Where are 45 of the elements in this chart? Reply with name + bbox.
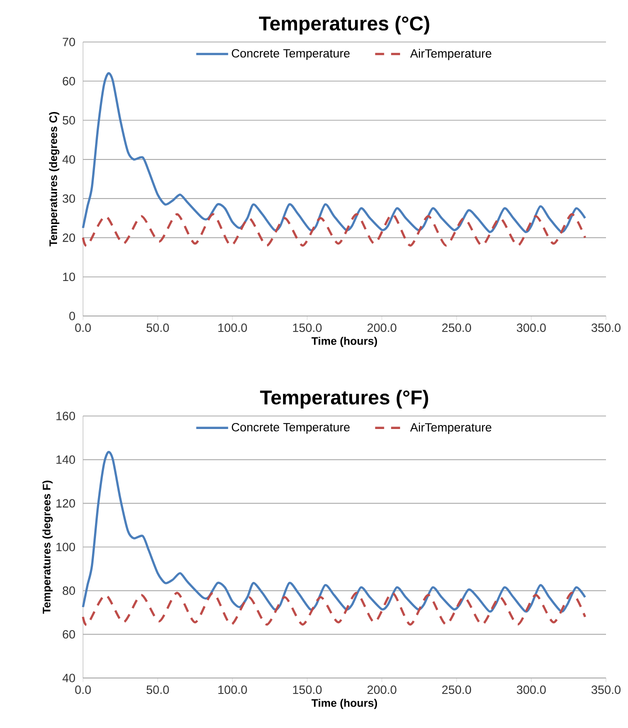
y-tick-label: 30 (62, 194, 76, 203)
x-tick-label: 150.0 (293, 686, 322, 694)
y-tick-label: 20 (62, 233, 76, 242)
y-tick-label: 80 (62, 586, 76, 595)
x-tick-label: 100.0 (218, 324, 247, 332)
legend-label: AirTemperature (410, 48, 492, 60)
x-tick-label: 0.0 (75, 686, 91, 694)
y-tick-label: 40 (62, 155, 76, 164)
line-series (82, 592, 586, 626)
x-tick-label: 200.0 (367, 686, 396, 694)
x-tick-label: 250.0 (442, 324, 472, 332)
y-tick-label: 120 (56, 499, 76, 508)
x-tick-label: 200.0 (367, 324, 396, 332)
y-axis-title: Temperatures (degrees C) (49, 112, 60, 246)
x-tick-label: 250.0 (442, 686, 472, 694)
line-series (82, 213, 586, 247)
y-tick-label: 160 (56, 412, 76, 420)
x-tick-label: 50.0 (146, 324, 169, 332)
legend-label: Concrete Temperature (232, 422, 350, 434)
x-tick-label: 350.0 (592, 686, 620, 694)
chart-title: Temperatures (°F) (260, 390, 428, 408)
line-series (82, 450, 586, 613)
x-tick-label: 0.0 (75, 324, 91, 332)
x-tick-label: 350.0 (592, 324, 620, 332)
line-series (82, 72, 586, 234)
y-tick-label: 40 (62, 674, 76, 682)
x-tick-label: 150.0 (293, 324, 322, 332)
x-tick-label: 100.0 (218, 686, 247, 694)
x-tick-label: 300.0 (516, 324, 546, 332)
legend-label: Concrete Temperature (232, 49, 350, 60)
x-axis-title: Time (hours) (312, 698, 378, 710)
y-tick-label: 140 (56, 455, 76, 464)
y-tick-label: 60 (62, 630, 76, 639)
x-tick-label: 300.0 (516, 686, 546, 694)
y-tick-label: 70 (62, 38, 76, 46)
y-tick-label: 100 (56, 542, 76, 552)
chart-title: Temperatures (°C) (258, 16, 430, 34)
x-axis-title: Time (hours) (312, 336, 378, 348)
y-axis-title: Temperatures (degrees F) (42, 480, 53, 614)
y-tick-label: 60 (62, 76, 76, 86)
y-tick-label: 50 (62, 116, 76, 125)
y-tick-label: 10 (63, 272, 76, 282)
legend-label: AirTemperature (410, 422, 492, 434)
x-tick-label: 50.0 (146, 686, 169, 694)
y-tick-label: 0 (69, 312, 76, 320)
